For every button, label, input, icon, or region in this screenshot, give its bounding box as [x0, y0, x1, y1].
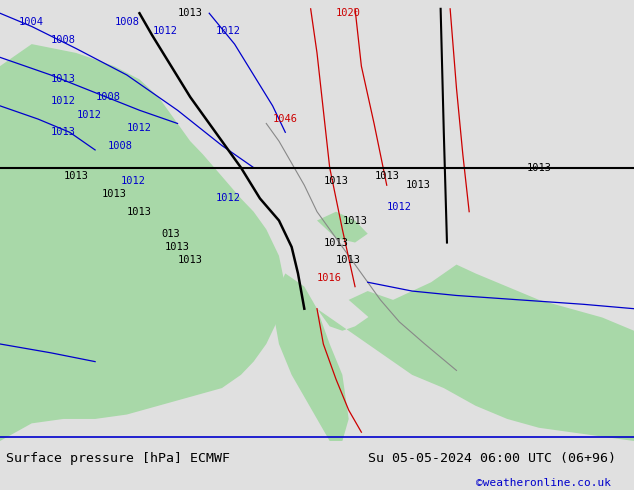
Text: 1046: 1046: [273, 114, 298, 124]
Text: 1013: 1013: [51, 74, 76, 84]
Text: 1013: 1013: [101, 189, 127, 199]
Text: 1013: 1013: [374, 172, 399, 181]
Polygon shape: [412, 344, 476, 375]
Text: 1004: 1004: [19, 17, 44, 27]
Text: 1013: 1013: [165, 242, 190, 252]
Text: 1012: 1012: [76, 110, 101, 120]
Text: 1012: 1012: [127, 123, 152, 133]
Text: 1016: 1016: [317, 273, 342, 283]
Text: 013: 013: [162, 229, 181, 239]
Text: 1008: 1008: [51, 35, 76, 45]
Text: 1013: 1013: [526, 163, 552, 172]
Text: 1013: 1013: [406, 180, 431, 190]
Text: 1012: 1012: [387, 202, 412, 212]
Text: 1012: 1012: [152, 26, 178, 36]
Polygon shape: [317, 212, 368, 243]
Text: 1008: 1008: [114, 17, 139, 27]
Text: 1013: 1013: [323, 238, 349, 247]
Text: 1013: 1013: [63, 172, 89, 181]
Text: 1012: 1012: [120, 176, 146, 186]
Text: Su 05-05-2024 06:00 UTC (06+96): Su 05-05-2024 06:00 UTC (06+96): [368, 452, 616, 465]
Text: Surface pressure [hPa] ECMWF: Surface pressure [hPa] ECMWF: [6, 452, 230, 465]
Polygon shape: [349, 291, 412, 322]
Polygon shape: [317, 265, 634, 441]
Text: 1020: 1020: [336, 8, 361, 18]
Text: 1013: 1013: [127, 207, 152, 217]
Text: 1012: 1012: [216, 26, 241, 36]
Text: 1008: 1008: [95, 92, 120, 102]
Text: 1013: 1013: [51, 127, 76, 137]
Text: 1008: 1008: [108, 141, 133, 150]
Polygon shape: [273, 273, 349, 441]
Text: 1012: 1012: [51, 97, 76, 106]
Text: 1012: 1012: [216, 194, 241, 203]
Text: 1013: 1013: [178, 255, 203, 265]
Text: 1013: 1013: [336, 255, 361, 265]
Text: ©weatheronline.co.uk: ©weatheronline.co.uk: [476, 478, 611, 488]
Text: 1013: 1013: [178, 8, 203, 18]
Polygon shape: [495, 370, 571, 401]
Polygon shape: [0, 0, 285, 441]
Text: 1013: 1013: [342, 216, 368, 225]
Text: 1013: 1013: [323, 176, 349, 186]
